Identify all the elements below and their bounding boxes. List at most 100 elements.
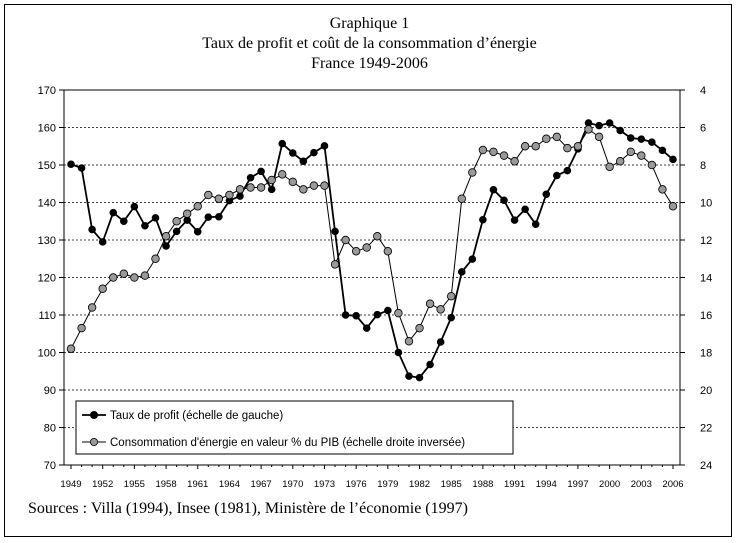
series-point [605, 119, 614, 127]
x-tick-label: 1961 [187, 479, 208, 490]
series-point [98, 238, 107, 246]
series-point [351, 247, 361, 256]
left-tick-label: 160 [38, 123, 56, 135]
right-tick-label: 18 [700, 348, 712, 360]
series-point [88, 225, 96, 234]
series-point [182, 209, 192, 218]
series-point [278, 170, 287, 179]
series-point [236, 192, 244, 200]
x-tick-label: 1952 [92, 479, 113, 490]
series-point [204, 190, 213, 200]
right-tick-label: 22 [700, 423, 712, 435]
right-tick-label: 24 [700, 460, 712, 472]
series-point [595, 121, 603, 130]
series-point [98, 284, 107, 293]
x-tick-label: 1997 [567, 479, 588, 490]
series-2 [66, 125, 678, 353]
series-1 [67, 119, 677, 382]
series-point [109, 273, 118, 282]
left-tick-label: 170 [38, 85, 56, 97]
series-point [647, 160, 657, 170]
series-point [267, 185, 276, 194]
series-point [510, 216, 519, 224]
series-point [193, 227, 202, 236]
series-point [87, 303, 97, 312]
series-point [172, 227, 181, 236]
x-tick-label: 1988 [472, 479, 493, 490]
series-point [563, 143, 572, 153]
legend-label: Consommation d'énergie en valeur % du PI… [110, 437, 465, 449]
series-point [120, 217, 128, 226]
legend-box [75, 400, 514, 455]
x-tick-label: 1967 [251, 479, 272, 490]
series-point [362, 324, 371, 332]
series-point [77, 323, 86, 333]
series-point [457, 194, 466, 203]
series-point [204, 213, 213, 221]
series-point [479, 215, 487, 224]
chart-subtitle-period: France 1949-2006 [311, 55, 428, 72]
series-point [394, 308, 403, 318]
series-point [225, 190, 234, 200]
series-point [415, 373, 424, 382]
series-point [500, 196, 508, 205]
series-point [425, 299, 435, 308]
series-point [384, 306, 392, 315]
x-axis: 1949 1952 1955 1958 1961 1964 1967 1970 1973 1976… [60, 465, 684, 490]
series-point [267, 175, 276, 185]
series-line [70, 128, 674, 350]
series-point [151, 254, 160, 263]
right-tick-label: 14 [700, 273, 712, 285]
right-axis: 4 6 8 10 12 14 16 18 20 22 24 [680, 85, 712, 472]
series-point [383, 247, 393, 256]
series-point [594, 132, 604, 142]
series-point [553, 171, 561, 180]
series-point [415, 323, 424, 333]
series-point [373, 310, 382, 319]
series-point [531, 142, 540, 151]
x-tick-label: 1994 [536, 479, 557, 490]
series-point [299, 157, 308, 166]
series-point [130, 202, 139, 211]
left-tick-label: 130 [38, 235, 56, 247]
series-point [352, 311, 360, 320]
series-point [436, 338, 445, 346]
series-point [616, 126, 624, 135]
chart-title: Graphique 1 [329, 15, 410, 32]
series-point [658, 146, 667, 155]
right-tick-label: 6 [700, 123, 706, 135]
series-point [510, 157, 519, 166]
x-tick-label: 1955 [124, 479, 145, 490]
series-point [299, 185, 308, 194]
series-point [468, 168, 477, 177]
series-point [330, 260, 340, 269]
series-point [320, 181, 329, 190]
series-point [288, 177, 297, 187]
series-point [605, 162, 614, 172]
series-point [341, 235, 350, 245]
series-point [584, 125, 593, 134]
series-point [637, 151, 646, 160]
series-point [109, 208, 118, 217]
left-tick-label: 80 [44, 423, 56, 435]
source-note: Sources : Villa (1994), Insee (1981), Mi… [28, 500, 468, 517]
series-point [172, 217, 181, 226]
series-point [531, 220, 540, 229]
series-point [489, 185, 498, 194]
series-point [162, 242, 170, 250]
x-tick-label: 1991 [504, 479, 525, 490]
series-point [130, 273, 139, 282]
series-point [77, 164, 86, 172]
left-axis: 70 80 90 100 110 120 130 140 150 160 170 [38, 85, 64, 472]
series-point [563, 166, 572, 175]
x-tick-label: 1979 [377, 479, 398, 490]
series-point [521, 205, 529, 214]
series-point [457, 268, 466, 276]
series-point [436, 305, 445, 314]
series-point [668, 202, 678, 211]
series-point [151, 214, 160, 222]
series-point [288, 149, 297, 157]
right-tick-label: 10 [700, 198, 712, 210]
series-point [193, 202, 202, 211]
